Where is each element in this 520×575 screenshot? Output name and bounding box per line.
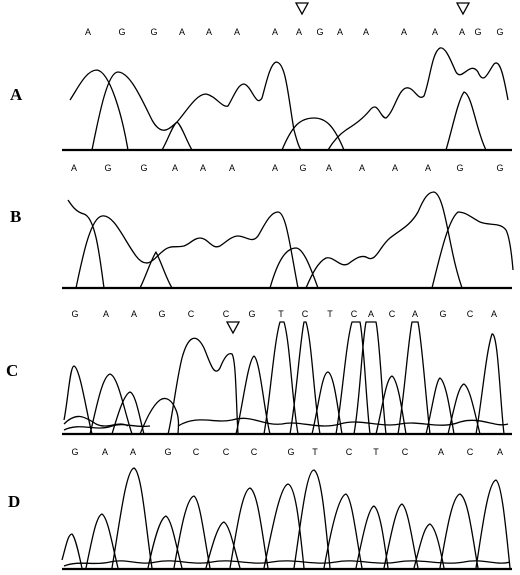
- base-call: A: [412, 309, 418, 319]
- base-call: G: [164, 447, 171, 457]
- base-call: G: [140, 163, 147, 173]
- base-call: A: [497, 447, 503, 457]
- base-call: A: [337, 27, 343, 37]
- base-call: C: [302, 309, 309, 319]
- base-call: C: [193, 447, 200, 457]
- base-call: A: [206, 27, 212, 37]
- base-call: G: [439, 309, 446, 319]
- base-call: A: [71, 163, 77, 173]
- panel-c: C G A A G C C G T C T C A C A G C A: [6, 309, 512, 436]
- base-call: C: [251, 447, 258, 457]
- trace-c: [63, 321, 509, 435]
- base-call: G: [316, 27, 323, 37]
- base-call: A: [296, 27, 302, 37]
- base-call: A: [368, 309, 374, 319]
- base-calls-c: G A A G C C G T C T C A C A G C A: [71, 309, 497, 319]
- base-call: T: [373, 447, 379, 457]
- base-call: A: [326, 163, 332, 173]
- panel-label-c: C: [6, 361, 18, 380]
- base-calls-b: A G G A A A A G A A A A G G: [71, 163, 504, 173]
- mutation-marker-icon: [294, 2, 310, 16]
- base-call: A: [172, 163, 178, 173]
- panel-d: D G A A G C C C G T C T C A C A: [8, 447, 512, 571]
- trace-b: [67, 191, 514, 289]
- base-call: G: [287, 447, 294, 457]
- base-call: T: [278, 309, 284, 319]
- base-call: G: [150, 27, 157, 37]
- base-calls-d: G A A G C C C G T C T C A C A: [71, 447, 503, 457]
- base-call: G: [104, 163, 111, 173]
- base-call: A: [425, 163, 431, 173]
- base-call: C: [223, 309, 230, 319]
- mutation-marker-icon: [455, 2, 471, 16]
- base-call: A: [359, 163, 365, 173]
- base-call: G: [248, 309, 255, 319]
- base-calls-a: A G G A A A A A G A A A A A G G: [85, 27, 504, 37]
- base-call: A: [272, 27, 278, 37]
- base-call: C: [346, 447, 353, 457]
- base-call: C: [223, 447, 230, 457]
- base-call: G: [158, 309, 165, 319]
- base-call: A: [363, 27, 369, 37]
- base-call: C: [402, 447, 409, 457]
- base-call: A: [438, 447, 444, 457]
- base-call: A: [130, 447, 136, 457]
- base-call: G: [299, 163, 306, 173]
- base-call: G: [496, 27, 503, 37]
- base-call: C: [467, 447, 474, 457]
- base-call: A: [179, 27, 185, 37]
- base-call: A: [229, 163, 235, 173]
- base-call: T: [327, 309, 333, 319]
- base-call: C: [389, 309, 396, 319]
- base-call: G: [496, 163, 503, 173]
- base-call: A: [85, 27, 91, 37]
- base-call: C: [188, 309, 195, 319]
- base-call: G: [71, 309, 78, 319]
- base-call: A: [392, 163, 398, 173]
- panel-a: A A G G A A A A A G A A A A A G G: [10, 2, 512, 152]
- base-call: A: [272, 163, 278, 173]
- base-call: C: [467, 309, 474, 319]
- panel-label-a: A: [10, 85, 23, 104]
- base-call: A: [102, 447, 108, 457]
- base-call: A: [103, 309, 109, 319]
- base-call: C: [351, 309, 358, 319]
- base-call: A: [401, 27, 407, 37]
- mutation-marker-icon: [225, 321, 241, 335]
- trace-d: [61, 467, 511, 569]
- trace-a: [69, 47, 509, 151]
- base-call: T: [312, 447, 318, 457]
- base-call: G: [71, 447, 78, 457]
- base-call: G: [456, 163, 463, 173]
- base-call: A: [432, 27, 438, 37]
- base-call: A: [459, 27, 465, 37]
- panel-label-b: B: [10, 207, 21, 226]
- base-call: G: [474, 27, 481, 37]
- panel-label-d: D: [8, 492, 20, 511]
- panel-b: B A G G A A A A G A A A A G G: [10, 163, 514, 290]
- base-call: A: [491, 309, 497, 319]
- base-call: G: [118, 27, 125, 37]
- base-call: A: [200, 163, 206, 173]
- base-call: A: [131, 309, 137, 319]
- base-call: A: [234, 27, 240, 37]
